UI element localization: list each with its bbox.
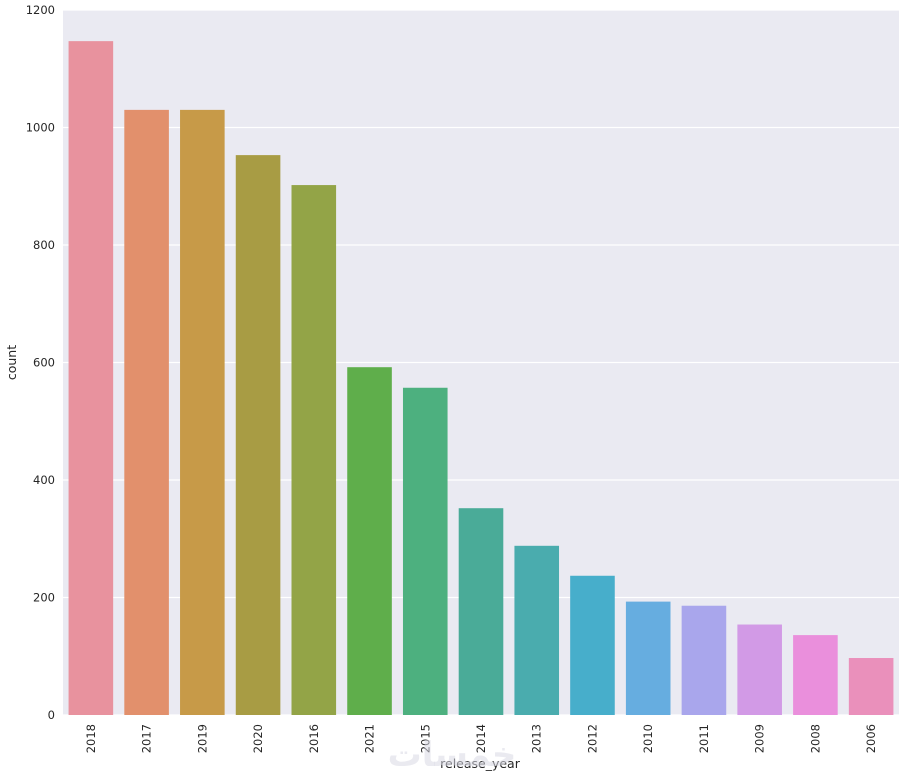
x-tick-label: 2011 [697, 724, 711, 753]
x-tick-label: 2009 [753, 724, 767, 753]
y-tick-label: 1000 [26, 121, 55, 135]
bar-2018 [68, 41, 114, 715]
bars [68, 41, 894, 716]
bar-2016 [291, 185, 337, 715]
x-tick-label: 2008 [808, 724, 822, 753]
bar-2010 [625, 601, 671, 715]
bar-2012 [570, 575, 615, 715]
bar-2019 [180, 109, 225, 715]
x-tick-label: 2016 [307, 724, 321, 753]
bar-2011 [681, 605, 727, 715]
y-tick-labels: 0 200 400 600 800 1000 1200 [26, 3, 55, 722]
y-axis-label: count [4, 345, 19, 380]
bar-2021 [347, 367, 392, 715]
x-tick-label: 2020 [251, 724, 265, 753]
x-tick-label: 2006 [864, 724, 878, 753]
bar-2020 [235, 155, 281, 716]
bar-2009 [737, 624, 782, 715]
bar-2014 [458, 508, 504, 715]
x-tick-label: 2010 [641, 724, 655, 753]
y-tick-label: 400 [33, 473, 55, 487]
x-tick-labels: 2018 2017 2019 2020 2016 2021 2015 2014 2013 2012… [84, 724, 878, 753]
x-tick-label: 2014 [474, 724, 488, 753]
x-tick-label: 2012 [585, 724, 599, 753]
y-tick-label: 800 [33, 238, 55, 252]
bar-2015 [402, 387, 448, 715]
y-tick-label: 0 [48, 708, 55, 722]
y-tick-label: 600 [33, 356, 55, 370]
y-tick-label: 200 [33, 591, 55, 605]
watermark: خمسات [388, 735, 517, 775]
bar-2013 [514, 545, 560, 715]
x-tick-label: 2017 [140, 724, 154, 753]
bar-2008 [793, 635, 838, 715]
x-axis-label: release_year [440, 756, 521, 771]
bar-2017 [124, 109, 169, 715]
x-tick-label: 2015 [418, 724, 432, 753]
x-tick-label: 2021 [363, 724, 377, 753]
y-tick-label: 1200 [26, 3, 55, 17]
bar-2006 [848, 658, 894, 715]
x-tick-label: 2013 [530, 724, 544, 753]
x-tick-label: 2019 [195, 724, 209, 753]
x-tick-label: 2018 [84, 724, 98, 753]
